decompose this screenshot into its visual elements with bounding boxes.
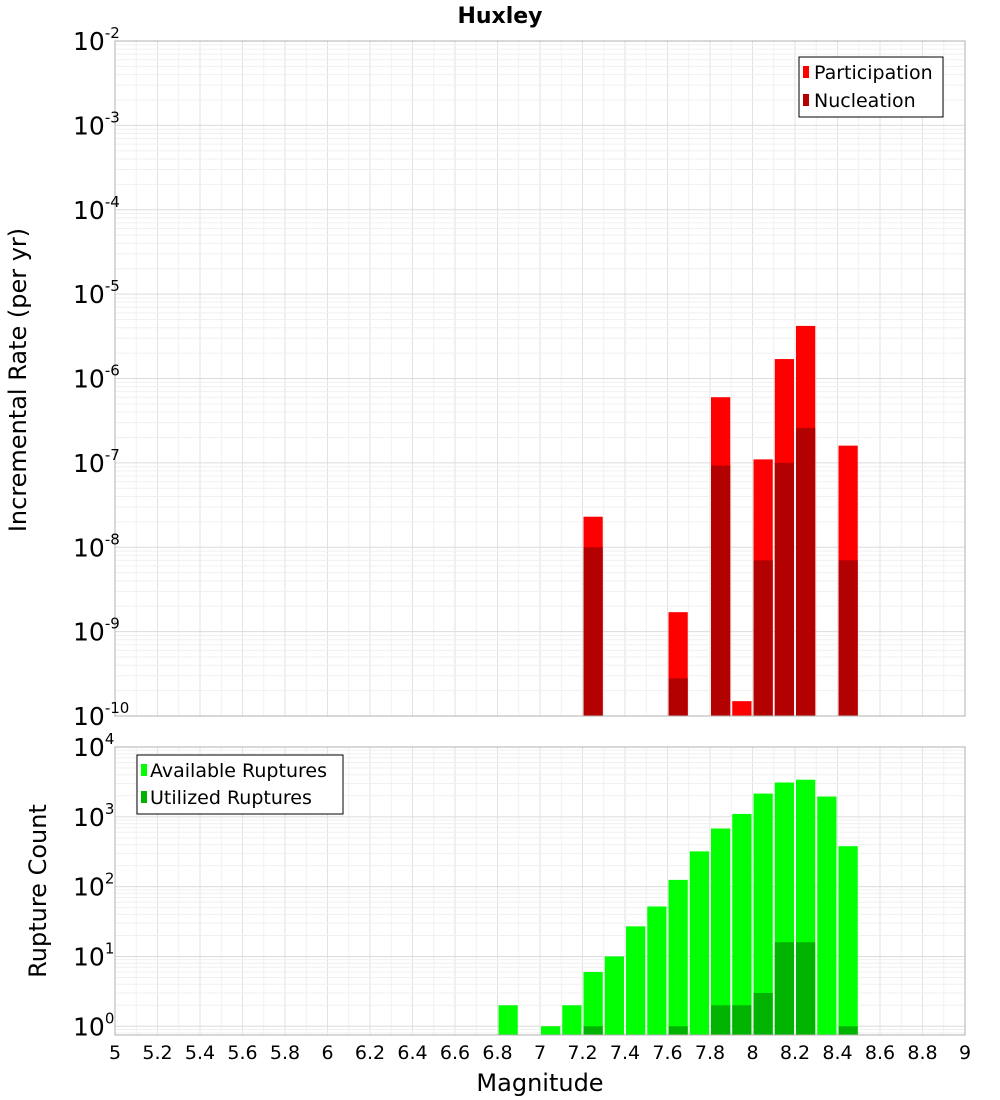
available-ruptures-bar bbox=[583, 971, 603, 1035]
counts-plot-frame bbox=[114, 746, 966, 1036]
utilized-ruptures-bar bbox=[753, 992, 773, 1035]
available-ruptures-bar bbox=[498, 1005, 518, 1035]
rates-bars bbox=[583, 325, 858, 716]
utilized-ruptures-bar bbox=[711, 1005, 731, 1035]
participation-legend-label: Participation bbox=[814, 62, 933, 84]
rates-legend-box bbox=[798, 56, 944, 118]
x-tick-label: 5.4 bbox=[185, 1042, 215, 1064]
y-tick-label: 104 bbox=[73, 730, 114, 762]
y-tick-label: 10-8 bbox=[73, 530, 120, 562]
x-tick-label: 8.8 bbox=[907, 1042, 937, 1064]
x-tick-label: 6.6 bbox=[440, 1042, 470, 1064]
y-tick-label: 10-5 bbox=[73, 277, 120, 309]
counts-y-axis-title: Rupture Count bbox=[24, 804, 52, 978]
x-tick-label: 6 bbox=[321, 1042, 333, 1064]
nucleation-bar bbox=[711, 465, 731, 716]
participation-bar bbox=[732, 701, 752, 716]
y-tick-label: 102 bbox=[73, 870, 114, 902]
nucleation-bar bbox=[668, 678, 688, 716]
rates-y-axis-title: Incremental Rate (per yr) bbox=[4, 228, 32, 532]
utilized-ruptures-bar bbox=[796, 942, 816, 1035]
y-tick-label: 10-9 bbox=[73, 615, 120, 647]
x-tick-label: 7.8 bbox=[695, 1042, 725, 1064]
x-tick-label: 8.6 bbox=[865, 1042, 895, 1064]
available-ruptures-legend-label: Available Ruptures bbox=[150, 760, 327, 782]
y-tick-label: 10-10 bbox=[73, 699, 129, 731]
nucleation-bar bbox=[583, 547, 603, 716]
available-ruptures-bar bbox=[668, 879, 688, 1035]
available-ruptures-bar bbox=[817, 796, 837, 1035]
nucleation-legend-label: Nucleation bbox=[814, 90, 916, 112]
rates-y-ticks: 10-2 10-3 10-4 10-5 10-6 10-7 10-8 10-9 10-10 bbox=[73, 24, 129, 731]
utilized-ruptures-legend-swatch bbox=[141, 791, 147, 803]
available-ruptures-bar bbox=[626, 926, 646, 1035]
y-tick-label: 10-7 bbox=[73, 446, 120, 478]
nucleation-bar bbox=[753, 560, 773, 716]
y-tick-label: 101 bbox=[73, 939, 114, 971]
available-ruptures-bar bbox=[838, 846, 858, 1035]
x-tick-label: 5.8 bbox=[270, 1042, 300, 1064]
y-tick-label: 10-6 bbox=[73, 362, 120, 394]
x-tick-label: 7 bbox=[534, 1042, 546, 1064]
nucleation-legend-swatch bbox=[803, 94, 809, 106]
y-tick-label: 10-4 bbox=[73, 193, 120, 225]
available-ruptures-bar bbox=[732, 813, 752, 1035]
counts-panel: 104 103 102 101 100 Rupture Count Available … bbox=[24, 730, 966, 1041]
available-ruptures-bar bbox=[711, 828, 731, 1035]
x-tick-label: 8 bbox=[746, 1042, 758, 1064]
x-tick-label: 6.8 bbox=[482, 1042, 512, 1064]
x-tick-label: 7.6 bbox=[652, 1042, 682, 1064]
available-ruptures-bar bbox=[647, 906, 667, 1035]
y-tick-label: 103 bbox=[73, 800, 114, 832]
x-tick-label: 5 bbox=[109, 1042, 121, 1064]
counts-y-ticks: 104 103 102 101 100 bbox=[73, 730, 114, 1041]
available-ruptures-bar bbox=[604, 956, 624, 1035]
y-tick-label: 10-2 bbox=[73, 24, 120, 56]
utilized-ruptures-bar bbox=[774, 942, 794, 1035]
rates-legend: Participation Nucleation bbox=[798, 56, 944, 118]
x-tick-label: 5.2 bbox=[142, 1042, 172, 1064]
x-tick-label: 8.2 bbox=[780, 1042, 810, 1064]
available-ruptures-bar bbox=[689, 851, 709, 1035]
counts-legend: Available Ruptures Utilized Ruptures bbox=[136, 754, 344, 815]
counts-legend-box bbox=[136, 754, 344, 815]
x-tick-label: 7.2 bbox=[567, 1042, 597, 1064]
utilized-ruptures-bar bbox=[838, 1026, 858, 1035]
x-axis-title: Magnitude bbox=[476, 1069, 603, 1097]
nucleation-bar bbox=[838, 560, 858, 716]
y-tick-label: 10-3 bbox=[73, 108, 120, 140]
utilized-ruptures-legend-label: Utilized Ruptures bbox=[150, 787, 312, 809]
available-ruptures-bar bbox=[562, 1005, 582, 1035]
available-ruptures-legend-swatch bbox=[141, 764, 147, 776]
utilized-ruptures-bar bbox=[668, 1026, 688, 1035]
x-tick-label: 9 bbox=[959, 1042, 971, 1064]
rates-panel: 10-2 10-3 10-4 10-5 10-6 10-7 10-8 10-9 10-10 In… bbox=[4, 24, 966, 731]
nucleation-bar bbox=[774, 462, 794, 716]
available-ruptures-bar bbox=[541, 1026, 561, 1035]
chart-title: Huxley bbox=[457, 4, 542, 29]
participation-legend-swatch bbox=[803, 66, 809, 78]
utilized-ruptures-bar bbox=[732, 1005, 752, 1035]
x-tick-label: 6.4 bbox=[397, 1042, 427, 1064]
rates-plot-frame bbox=[114, 40, 966, 717]
utilized-ruptures-bar bbox=[583, 1026, 603, 1035]
x-tick-label: 5.6 bbox=[227, 1042, 257, 1064]
x-tick-label: 7.4 bbox=[610, 1042, 640, 1064]
x-axis-ticks: 5 5.2 5.4 5.6 5.8 6 6.2 6.4 6.6 6.8 7 7.2 7.4 7.6 7.8 8… bbox=[109, 1042, 971, 1064]
counts-bars bbox=[498, 779, 858, 1035]
rates-grid bbox=[114, 40, 966, 717]
nucleation-bar bbox=[796, 427, 816, 716]
y-tick-label: 100 bbox=[73, 1009, 114, 1041]
x-tick-label: 6.2 bbox=[355, 1042, 385, 1064]
x-tick-label: 8.4 bbox=[822, 1042, 852, 1064]
available-ruptures-bar bbox=[753, 793, 773, 1035]
